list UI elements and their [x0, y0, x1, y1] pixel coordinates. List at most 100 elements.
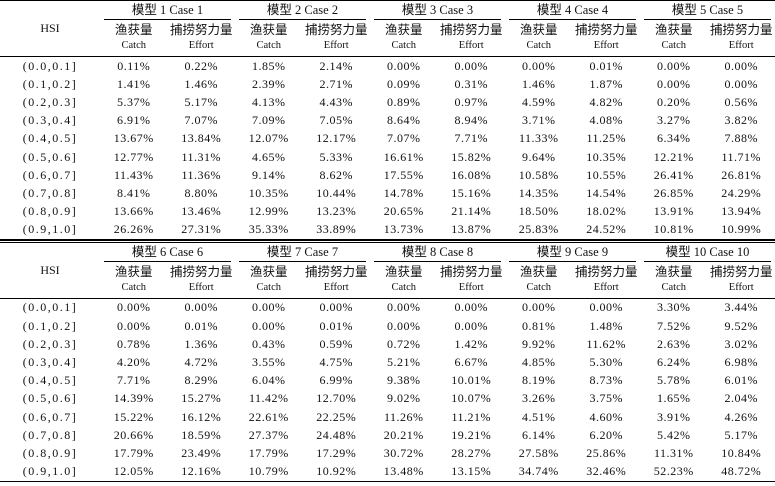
cell-value: 24.52% — [572, 220, 640, 240]
cell-value: 9.02% — [387, 391, 421, 406]
cell-value: 0.09% — [387, 76, 421, 91]
hsi-range: (0.6,0.7] — [22, 167, 78, 182]
cell-value: 23.49% — [181, 445, 222, 460]
data-row: (0.8,0.9] 17.79% 23.49% 17.79% 17.29% 30.72% 2… — [0, 444, 775, 462]
data-row: (0.4,0.5] 13.67% 13.84% 12.07% 12.17% 7.07% 7.… — [0, 130, 775, 148]
cell-value: 12.16% — [167, 462, 235, 482]
cell-value: 0.00% — [454, 300, 488, 315]
cell-value: 15.27% — [181, 391, 222, 406]
cell-value: 14.78% — [383, 185, 424, 200]
column-name-en: Effort — [188, 40, 214, 51]
cell-value: 18.59% — [181, 427, 222, 442]
hsi-range: (0.9,1.0] — [0, 220, 100, 240]
model-name: 模型 4 Case 4 — [509, 1, 636, 20]
cell-value: 3.30% — [657, 300, 691, 315]
cell-value: 8.94% — [454, 113, 488, 128]
cell-value: 11.31% — [181, 149, 222, 164]
cell-value: 19.21% — [451, 427, 492, 442]
cell-value: 10.84% — [721, 445, 762, 460]
cell-value: 3.02% — [724, 336, 758, 351]
hsi-range: (0.7,0.8] — [22, 427, 78, 442]
cell-value: 8.41% — [117, 185, 151, 200]
cell-value: 0.56% — [724, 94, 758, 109]
cell-value: 6.67% — [454, 355, 488, 370]
cell-value: 16.12% — [181, 409, 222, 424]
cell-value: 6.98% — [724, 355, 758, 370]
cell-value: 0.00% — [454, 58, 488, 73]
cell-value: 10.99% — [707, 220, 775, 240]
cell-value: 0.01% — [184, 318, 218, 333]
cell-value: 28.27% — [451, 445, 492, 460]
cell-value: 13.48% — [370, 462, 438, 482]
cell-value: 12.21% — [653, 149, 694, 164]
data-row: (0.5,0.6] 14.39% 15.27% 11.42% 12.70% 9.02% 10… — [0, 390, 775, 408]
cell-value: 0.00% — [252, 300, 286, 315]
cell-value: 26.41% — [653, 167, 694, 182]
data-row: (0.6,0.7] 15.22% 16.12% 22.61% 22.25% 11.26% 1… — [0, 408, 775, 426]
cell-value: 25.86% — [586, 445, 627, 460]
column-name-en: Catch — [121, 40, 147, 51]
column-name-en: Effort — [458, 40, 484, 51]
column-header: 捕捞努力量 Effort — [572, 261, 640, 299]
data-row: (0.8,0.9] 13.66% 13.46% 12.99% 13.23% 20.65% 2… — [0, 203, 775, 221]
model-header: 模型 2 Case 2 — [235, 1, 370, 20]
column-header: 捕捞努力量 Effort — [167, 261, 235, 299]
column-header: 捕捞努力量 Effort — [437, 20, 505, 57]
hsi-range: (0.2,0.3] — [22, 94, 78, 109]
cell-value: 3.71% — [522, 113, 556, 128]
cell-value: 4.65% — [252, 149, 286, 164]
data-row: (0.0,0.1] 0.00% 0.00% 0.00% 0.00% 0.00% 0.00% 0… — [0, 298, 775, 317]
cell-value: 1.87% — [589, 76, 623, 91]
cell-value: 24.29% — [721, 185, 762, 200]
cell-value: 0.01% — [589, 58, 623, 73]
cell-value: 0.59% — [319, 336, 353, 351]
cell-value: 0.00% — [387, 300, 421, 315]
cell-value: 10.07% — [451, 391, 492, 406]
cell-value: 33.89% — [302, 220, 370, 240]
column-header: 渔获量 Catch — [640, 20, 708, 57]
cell-value: 5.21% — [387, 355, 421, 370]
cell-value: 2.71% — [319, 76, 353, 91]
cell-value: 5.78% — [657, 373, 691, 388]
cell-value: 10.35% — [248, 185, 289, 200]
cell-value: 4.82% — [589, 94, 623, 109]
hsi-header: HSI — [0, 0, 100, 57]
hsi-range: (0.3,0.4] — [22, 355, 78, 370]
cell-value: 7.52% — [657, 318, 691, 333]
column-name-zh: 渔获量 — [114, 264, 153, 279]
cell-value: 13.15% — [437, 462, 505, 482]
data-row: (0.6,0.7] 11.43% 11.36% 9.14% 8.62% 17.55% 16.… — [0, 166, 775, 184]
cell-value: 10.55% — [586, 167, 627, 182]
model-header-row: HSI 模型 6 Case 6 模型 7 Case 7 模型 8 Case 8 模型 9… — [0, 241, 775, 299]
model-name: 模型 6 Case 6 — [104, 243, 231, 262]
hsi-range: (0.6,0.7] — [22, 409, 78, 424]
column-name-en: Catch — [256, 281, 282, 293]
cell-value: 7.71% — [454, 131, 488, 146]
cell-value: 0.81% — [522, 318, 556, 333]
column-header: 捕捞努力量 Effort — [302, 261, 370, 299]
column-name-zh: 渔获量 — [114, 23, 153, 37]
column-name-en: Catch — [256, 40, 282, 51]
cell-value: 4.75% — [319, 355, 353, 370]
cell-value: 16.08% — [451, 167, 492, 182]
cell-value: 27.58% — [518, 445, 559, 460]
cell-value: 0.22% — [184, 58, 218, 73]
cell-value: 4.20% — [117, 355, 151, 370]
column-name-en: Catch — [661, 281, 687, 293]
cell-value: 10.79% — [235, 462, 303, 482]
cell-value: 20.65% — [383, 204, 424, 219]
cell-value: 11.21% — [451, 409, 492, 424]
cell-value: 21.14% — [451, 204, 492, 219]
hsi-range: (0.3,0.4] — [22, 113, 78, 128]
cell-value: 0.72% — [387, 336, 421, 351]
column-header: 渔获量 Catch — [235, 20, 303, 57]
cell-value: 12.70% — [316, 391, 357, 406]
cell-value: 0.78% — [117, 336, 151, 351]
hsi-range: (0.8,0.9] — [22, 204, 78, 219]
model-header: 模型 5 Case 5 — [640, 1, 775, 20]
model-header: 模型 10 Case 10 — [640, 241, 775, 262]
cell-value: 12.05% — [100, 462, 168, 482]
